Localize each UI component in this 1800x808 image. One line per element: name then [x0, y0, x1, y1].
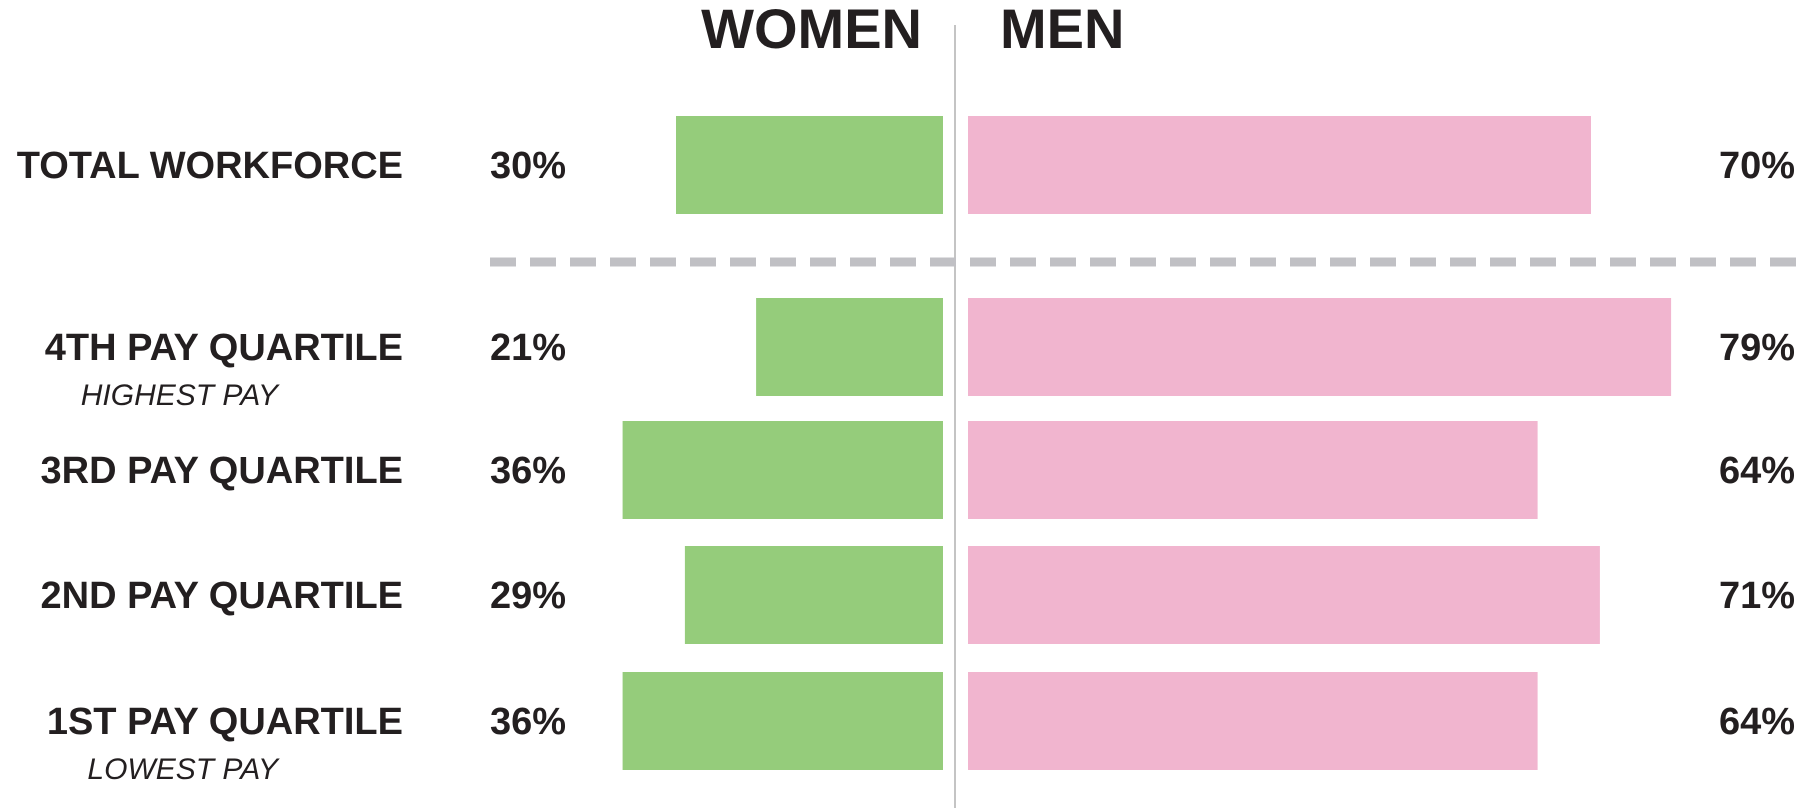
men-header: MEN: [1000, 0, 1124, 60]
women-value-label: 36%: [490, 450, 566, 492]
chart-rows: TOTAL WORKFORCE 30% 70% 4TH PAY QUARTILE HIG…: [17, 116, 1795, 786]
row-sublabel: LOWEST PAY: [87, 753, 280, 786]
men-value-label: 70%: [1719, 145, 1795, 187]
women-value-label: 29%: [490, 575, 566, 617]
men-value-label: 64%: [1719, 701, 1795, 743]
men-value-label: 79%: [1719, 327, 1795, 369]
women-bar: [622, 672, 943, 770]
men-value-label: 64%: [1719, 450, 1795, 492]
row-sublabel: HIGHEST PAY: [81, 379, 280, 412]
row-label: 1ST PAY QUARTILE: [47, 701, 403, 743]
men-bar: [968, 116, 1591, 214]
men-bar: [968, 672, 1538, 770]
row-label: 3RD PAY QUARTILE: [41, 450, 403, 492]
women-bar: [684, 546, 943, 644]
women-value-label: 21%: [490, 327, 566, 369]
women-bar: [676, 116, 943, 214]
women-value-label: 36%: [490, 701, 566, 743]
women-bar: [756, 298, 943, 396]
women-bar: [622, 421, 943, 519]
women-value-label: 30%: [490, 145, 566, 187]
row-label: TOTAL WORKFORCE: [17, 145, 403, 187]
men-bar: [968, 546, 1600, 644]
row-label: 2ND PAY QUARTILE: [41, 575, 403, 617]
men-bar: [968, 421, 1538, 519]
men-bar: [968, 298, 1672, 396]
row-label: 4TH PAY QUARTILE: [45, 327, 403, 369]
women-header: WOMEN: [701, 0, 922, 60]
men-value-label: 71%: [1719, 575, 1795, 617]
